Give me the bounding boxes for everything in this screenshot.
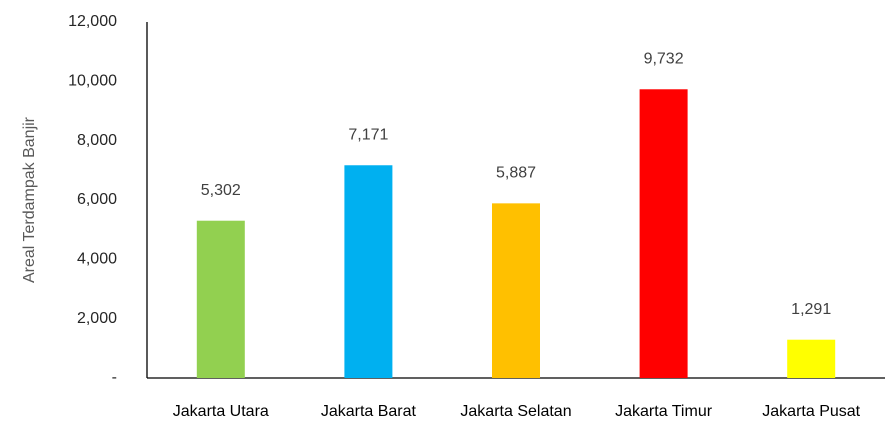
- data-label: 5,302: [201, 182, 241, 199]
- y-tick-label: 8,000: [77, 132, 117, 149]
- x-tick-label: Jakarta Timur: [615, 403, 713, 420]
- x-tick-label: Jakarta Barat: [321, 403, 417, 420]
- y-tick-label: 10,000: [68, 73, 117, 90]
- bar: [196, 220, 245, 378]
- bar: [344, 165, 393, 378]
- x-tick-label: Jakarta Pusat: [762, 403, 860, 420]
- y-tick-label: 2,000: [77, 310, 117, 327]
- y-tick-label: 12,000: [68, 13, 117, 30]
- y-tick-label: -: [112, 369, 117, 386]
- bar: [787, 339, 836, 378]
- y-tick-label: 6,000: [77, 191, 117, 208]
- x-tick-label: Jakarta Utara: [173, 403, 269, 420]
- bar: [492, 203, 540, 378]
- data-label: 7,171: [348, 126, 388, 143]
- data-label: 5,887: [496, 165, 536, 182]
- x-tick-label: Jakarta Selatan: [460, 403, 571, 420]
- data-label: 1,291: [791, 301, 831, 318]
- bar: [639, 89, 688, 378]
- data-label: 9,732: [644, 51, 684, 68]
- y-tick-label: 4,000: [77, 251, 117, 268]
- y-axis-label: Areal Terdampak Banjir: [21, 116, 38, 283]
